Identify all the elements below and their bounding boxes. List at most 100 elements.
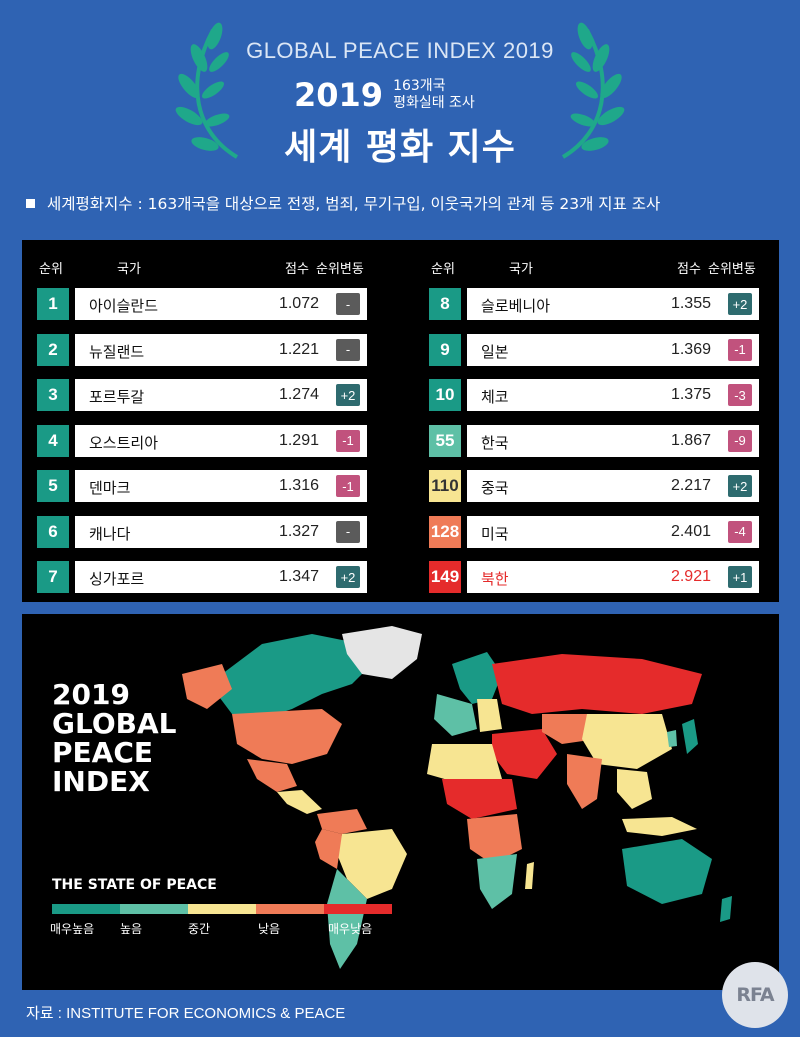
map-region-venezuela: [317, 809, 367, 834]
rank-change-badge: +1: [728, 566, 752, 588]
country-name: 캐나다: [89, 524, 131, 543]
rank-badge: 2: [37, 333, 69, 366]
header-country: 국가: [509, 262, 533, 277]
legend-labels: 매우높음 높음 중간 낮음 매우낮음: [50, 920, 410, 940]
score-value: 1.274: [278, 386, 319, 403]
rank-change-badge: +2: [728, 475, 752, 497]
gpi-subtitle: GLOBAL PEACE INDEX 2019: [246, 38, 554, 63]
map-region-mexico: [247, 759, 297, 792]
country-name: 북한: [481, 570, 509, 588]
score-value: 2.401: [670, 522, 711, 540]
map-region-india: [567, 754, 602, 809]
header-rank: 순위: [39, 262, 63, 277]
map-region-russia: [492, 654, 702, 714]
rank-change-badge: -: [336, 338, 360, 361]
rank-badge: 149: [429, 561, 461, 593]
score-value: 2.217: [670, 477, 711, 494]
table-row: 4 오스트리아 1.291 -1: [37, 424, 377, 471]
legend-swatch: [52, 904, 120, 914]
entry-box: 체코 1.375 -3: [467, 379, 759, 411]
legend-label: 매우낮음: [328, 922, 373, 936]
rank-badge: 55: [429, 424, 461, 457]
country-name: 슬로베니아: [481, 297, 551, 315]
map-region-northern-europe: [452, 652, 502, 704]
score-value: 1.316: [278, 477, 319, 494]
header-score: 점수: [285, 262, 309, 277]
legend-swatch: [256, 904, 324, 914]
year-subtext-line1: 163개국: [393, 78, 446, 94]
country-name: 오스트리아: [89, 433, 159, 452]
score-value: 1.355: [670, 295, 711, 312]
country-name: 포르투갈: [89, 388, 145, 406]
bullet-square-icon: [26, 198, 35, 208]
map-region-new-zealand: [720, 896, 732, 922]
year-subtext-line2: 평화실태 조사: [393, 95, 475, 111]
rank-badge: 6: [37, 515, 69, 548]
map-region-sahel: [442, 779, 517, 819]
header-change: 순위변동: [316, 262, 364, 277]
legend-swatch: [120, 904, 188, 914]
rank-change-badge: -9: [728, 429, 752, 452]
year-subtext: 163개국 평화실태 조사: [393, 78, 475, 112]
map-title-line: 2019: [52, 678, 130, 711]
map-region-central-america: [277, 790, 322, 814]
table-row: 8 슬로베니아 1.355 +2: [429, 288, 769, 334]
source-credit: 자료 : INSTITUTE FOR ECONOMICS & PEACE: [26, 1005, 346, 1022]
table-row: 110 중국 2.217 +2: [429, 470, 769, 516]
table-row: 128 미국 2.401 -4: [429, 515, 769, 562]
laurel-right-icon: [561, 22, 625, 159]
map-region-greenland: [342, 626, 422, 679]
rank-badge: 128: [429, 515, 461, 548]
rank-badge: 3: [37, 379, 69, 411]
rank-change-badge: -: [336, 520, 360, 543]
rank-badge: 110: [429, 470, 461, 502]
description-note: 세계평화지수 : 163개국을 대상으로 전쟁, 범죄, 무기구입, 이웃국가의…: [26, 192, 786, 214]
entry-box: 오스트리아 1.291 -1: [75, 424, 367, 457]
country-name: 싱가포르: [89, 570, 145, 588]
rank-change-badge: -3: [728, 384, 752, 406]
rank-change-badge: -1: [336, 475, 360, 497]
header-change: 순위변동: [708, 262, 756, 277]
map-region-japan: [682, 719, 698, 754]
table-row: 2 뉴질랜드 1.221-: [37, 333, 377, 380]
legend-label: 낮음: [258, 922, 281, 936]
header-country: 국가: [117, 262, 141, 277]
table-row: 9 일본 1.369 -1: [429, 333, 769, 380]
country-name: 체코: [481, 388, 509, 406]
ranking-column-right: 순위 국가 점수 순위변동 8 슬로베니아 1.355 +2 9 일본 1.369 -1 10 체…: [429, 240, 769, 607]
rank-change-badge: +2: [728, 293, 752, 315]
rank-badge: 7: [37, 561, 69, 593]
rank-badge: 10: [429, 379, 461, 411]
entry-box: 싱가포르 1.347 +2: [75, 561, 367, 593]
column-header: 순위 국가 점수 순위변동: [37, 240, 377, 288]
rank-badge: 5: [37, 470, 69, 502]
map-region-korea: [667, 730, 677, 747]
rank-badge: 9: [429, 333, 461, 366]
score-value: 2.921: [670, 568, 711, 585]
year-number: 2019: [294, 76, 384, 114]
page-title: 세계 평화 지수: [284, 127, 516, 168]
entry-box: 캐나다 1.327-: [75, 515, 367, 548]
table-row: 10 체코 1.375 -3: [429, 379, 769, 425]
rank-badge: 1: [37, 288, 69, 320]
map-region-canada: [217, 634, 372, 719]
entry-box: 북한 2.921 +1: [467, 561, 759, 593]
map-region-central-africa: [467, 814, 522, 864]
entry-box: 한국 1.867 -9: [467, 424, 759, 457]
score-value: 1.347: [278, 568, 319, 585]
column-header: 순위 국가 점수 순위변동: [429, 240, 769, 288]
header-rank: 순위: [431, 262, 455, 277]
map-title-line: PEACE: [52, 736, 153, 769]
entry-box: 미국 2.401 -4: [467, 515, 759, 548]
world-map-graphic: [182, 626, 732, 969]
map-region-southern-africa: [477, 854, 517, 909]
table-row: 149 북한 2.921 +1: [429, 561, 769, 607]
rank-badge: 8: [429, 288, 461, 320]
map-region-brazil: [337, 829, 407, 899]
map-region-colombia-peru: [315, 829, 342, 869]
rank-change-badge: +2: [336, 384, 360, 406]
entry-box: 포르투갈 1.274 +2: [75, 379, 367, 411]
legend-swatch: [324, 904, 392, 914]
score-value: 1.327: [278, 522, 319, 540]
description-text: 세계평화지수 : 163개국을 대상으로 전쟁, 범죄, 무기구입, 이웃국가의…: [47, 195, 661, 213]
